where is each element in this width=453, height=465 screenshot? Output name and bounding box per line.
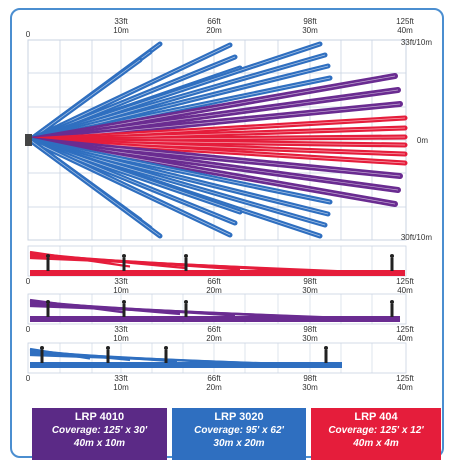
person-icon — [46, 258, 50, 271]
person-icon — [184, 304, 188, 317]
side-tick-m: 20m — [206, 383, 222, 392]
side-tick-m: 30m — [302, 286, 318, 295]
side-tick-ft: 66ft — [207, 374, 221, 383]
legend-lrp-4010: LRP 4010 Coverage: 125' x 30' 40m x 10m — [32, 408, 167, 460]
side-grid-border — [27, 342, 407, 374]
side-tick-ft: 33ft — [114, 277, 128, 286]
tick-label-ft: 66ft — [207, 17, 221, 26]
legend-name: LRP 404 — [354, 411, 398, 423]
right-label-bottom: 30ft/10m — [401, 233, 432, 242]
side-origin-label: 0 — [26, 277, 31, 286]
beam-highlight — [29, 139, 231, 236]
person-head — [324, 346, 328, 350]
person-head — [184, 300, 188, 304]
sensor-icon — [25, 134, 32, 146]
legend-coverage: Coverage: 95' x 62' — [194, 425, 284, 436]
person-icon — [390, 304, 394, 317]
right-label-middle: 0m — [417, 136, 428, 145]
side-beam-floor — [30, 362, 342, 368]
person-icon — [40, 350, 44, 363]
side-beam-floor — [30, 270, 405, 276]
person-icon — [122, 258, 126, 271]
legend-name: LRP 3020 — [214, 411, 264, 423]
side-tick-ft: 125ft — [396, 374, 415, 383]
beam-highlight — [29, 59, 141, 141]
person-head — [122, 300, 126, 304]
side-tick-m: 20m — [206, 334, 222, 343]
side-tick-m: 40m — [397, 334, 413, 343]
person-icon — [184, 258, 188, 271]
tick-label-ft: 125ft — [396, 17, 415, 26]
side-tick-ft: 66ft — [207, 277, 221, 286]
side-tick-ft: 98ft — [303, 277, 317, 286]
person-head — [164, 346, 168, 350]
legend-name: LRP 4010 — [74, 411, 125, 423]
side-tick-m: 20m — [206, 286, 222, 295]
side-tick-ft: 98ft — [303, 325, 317, 334]
person-icon — [164, 350, 168, 363]
tick-label-m: 40m — [397, 26, 413, 35]
person-head — [390, 254, 394, 258]
legend-lrp-3020: LRP 3020 Coverage: 95' x 62' 30m x 20m — [172, 408, 306, 460]
tick-label-ft: 98ft — [303, 17, 317, 26]
person-icon — [46, 304, 50, 317]
side-tick-m: 10m — [113, 383, 129, 392]
side-tick-m: 30m — [302, 334, 318, 343]
legend-metric: 40m x 4m — [353, 438, 399, 449]
person-head — [184, 254, 188, 258]
side-origin-label: 0 — [26, 325, 31, 334]
side-tick-ft: 98ft — [303, 374, 317, 383]
origin-label: 0 — [26, 30, 31, 39]
top-view-beams — [25, 41, 408, 239]
legend-metric: 40m x 10m — [73, 438, 126, 449]
tick-label-m: 10m — [113, 26, 129, 35]
right-label-top: 33ft/10m — [401, 38, 432, 47]
person-head — [40, 346, 44, 350]
legend-coverage: Coverage: 125' x 30' — [51, 425, 148, 436]
person-head — [46, 254, 50, 258]
side-tick-ft: 33ft — [114, 374, 128, 383]
side-tick-ft: 33ft — [114, 325, 128, 334]
legend-lrp-404: LRP 404 Coverage: 125' x 12' 40m x 4m — [311, 408, 441, 460]
side-tick-m: 30m — [302, 383, 318, 392]
tick-label-m: 20m — [206, 26, 222, 35]
person-head — [122, 254, 126, 258]
legend-coverage: Coverage: 125' x 12' — [328, 425, 424, 436]
side-origin-label: 0 — [26, 374, 31, 383]
legend-metric: 30m x 20m — [213, 438, 265, 449]
side-tick-m: 10m — [113, 286, 129, 295]
side-tick-ft: 125ft — [396, 277, 415, 286]
person-head — [390, 300, 394, 304]
person-icon — [122, 304, 126, 317]
tick-label-m: 30m — [302, 26, 318, 35]
side-tick-ft: 66ft — [207, 325, 221, 334]
side-tick-m: 40m — [397, 286, 413, 295]
top-view-labels: 0 33ft 10m 66ft 20m 98ft 30m 125ft 40m 3… — [26, 17, 433, 242]
person-icon — [324, 350, 328, 363]
beam-highlight — [29, 139, 161, 237]
side-tick-m: 10m — [113, 334, 129, 343]
side-grid-border — [27, 293, 407, 325]
side-tick-m: 40m — [397, 383, 413, 392]
person-icon — [390, 258, 394, 271]
side-tick-ft: 125ft — [396, 325, 415, 334]
person-icon — [106, 350, 110, 363]
side-beam-floor — [30, 316, 400, 322]
person-head — [46, 300, 50, 304]
tick-label-ft: 33ft — [114, 17, 128, 26]
person-head — [106, 346, 110, 350]
